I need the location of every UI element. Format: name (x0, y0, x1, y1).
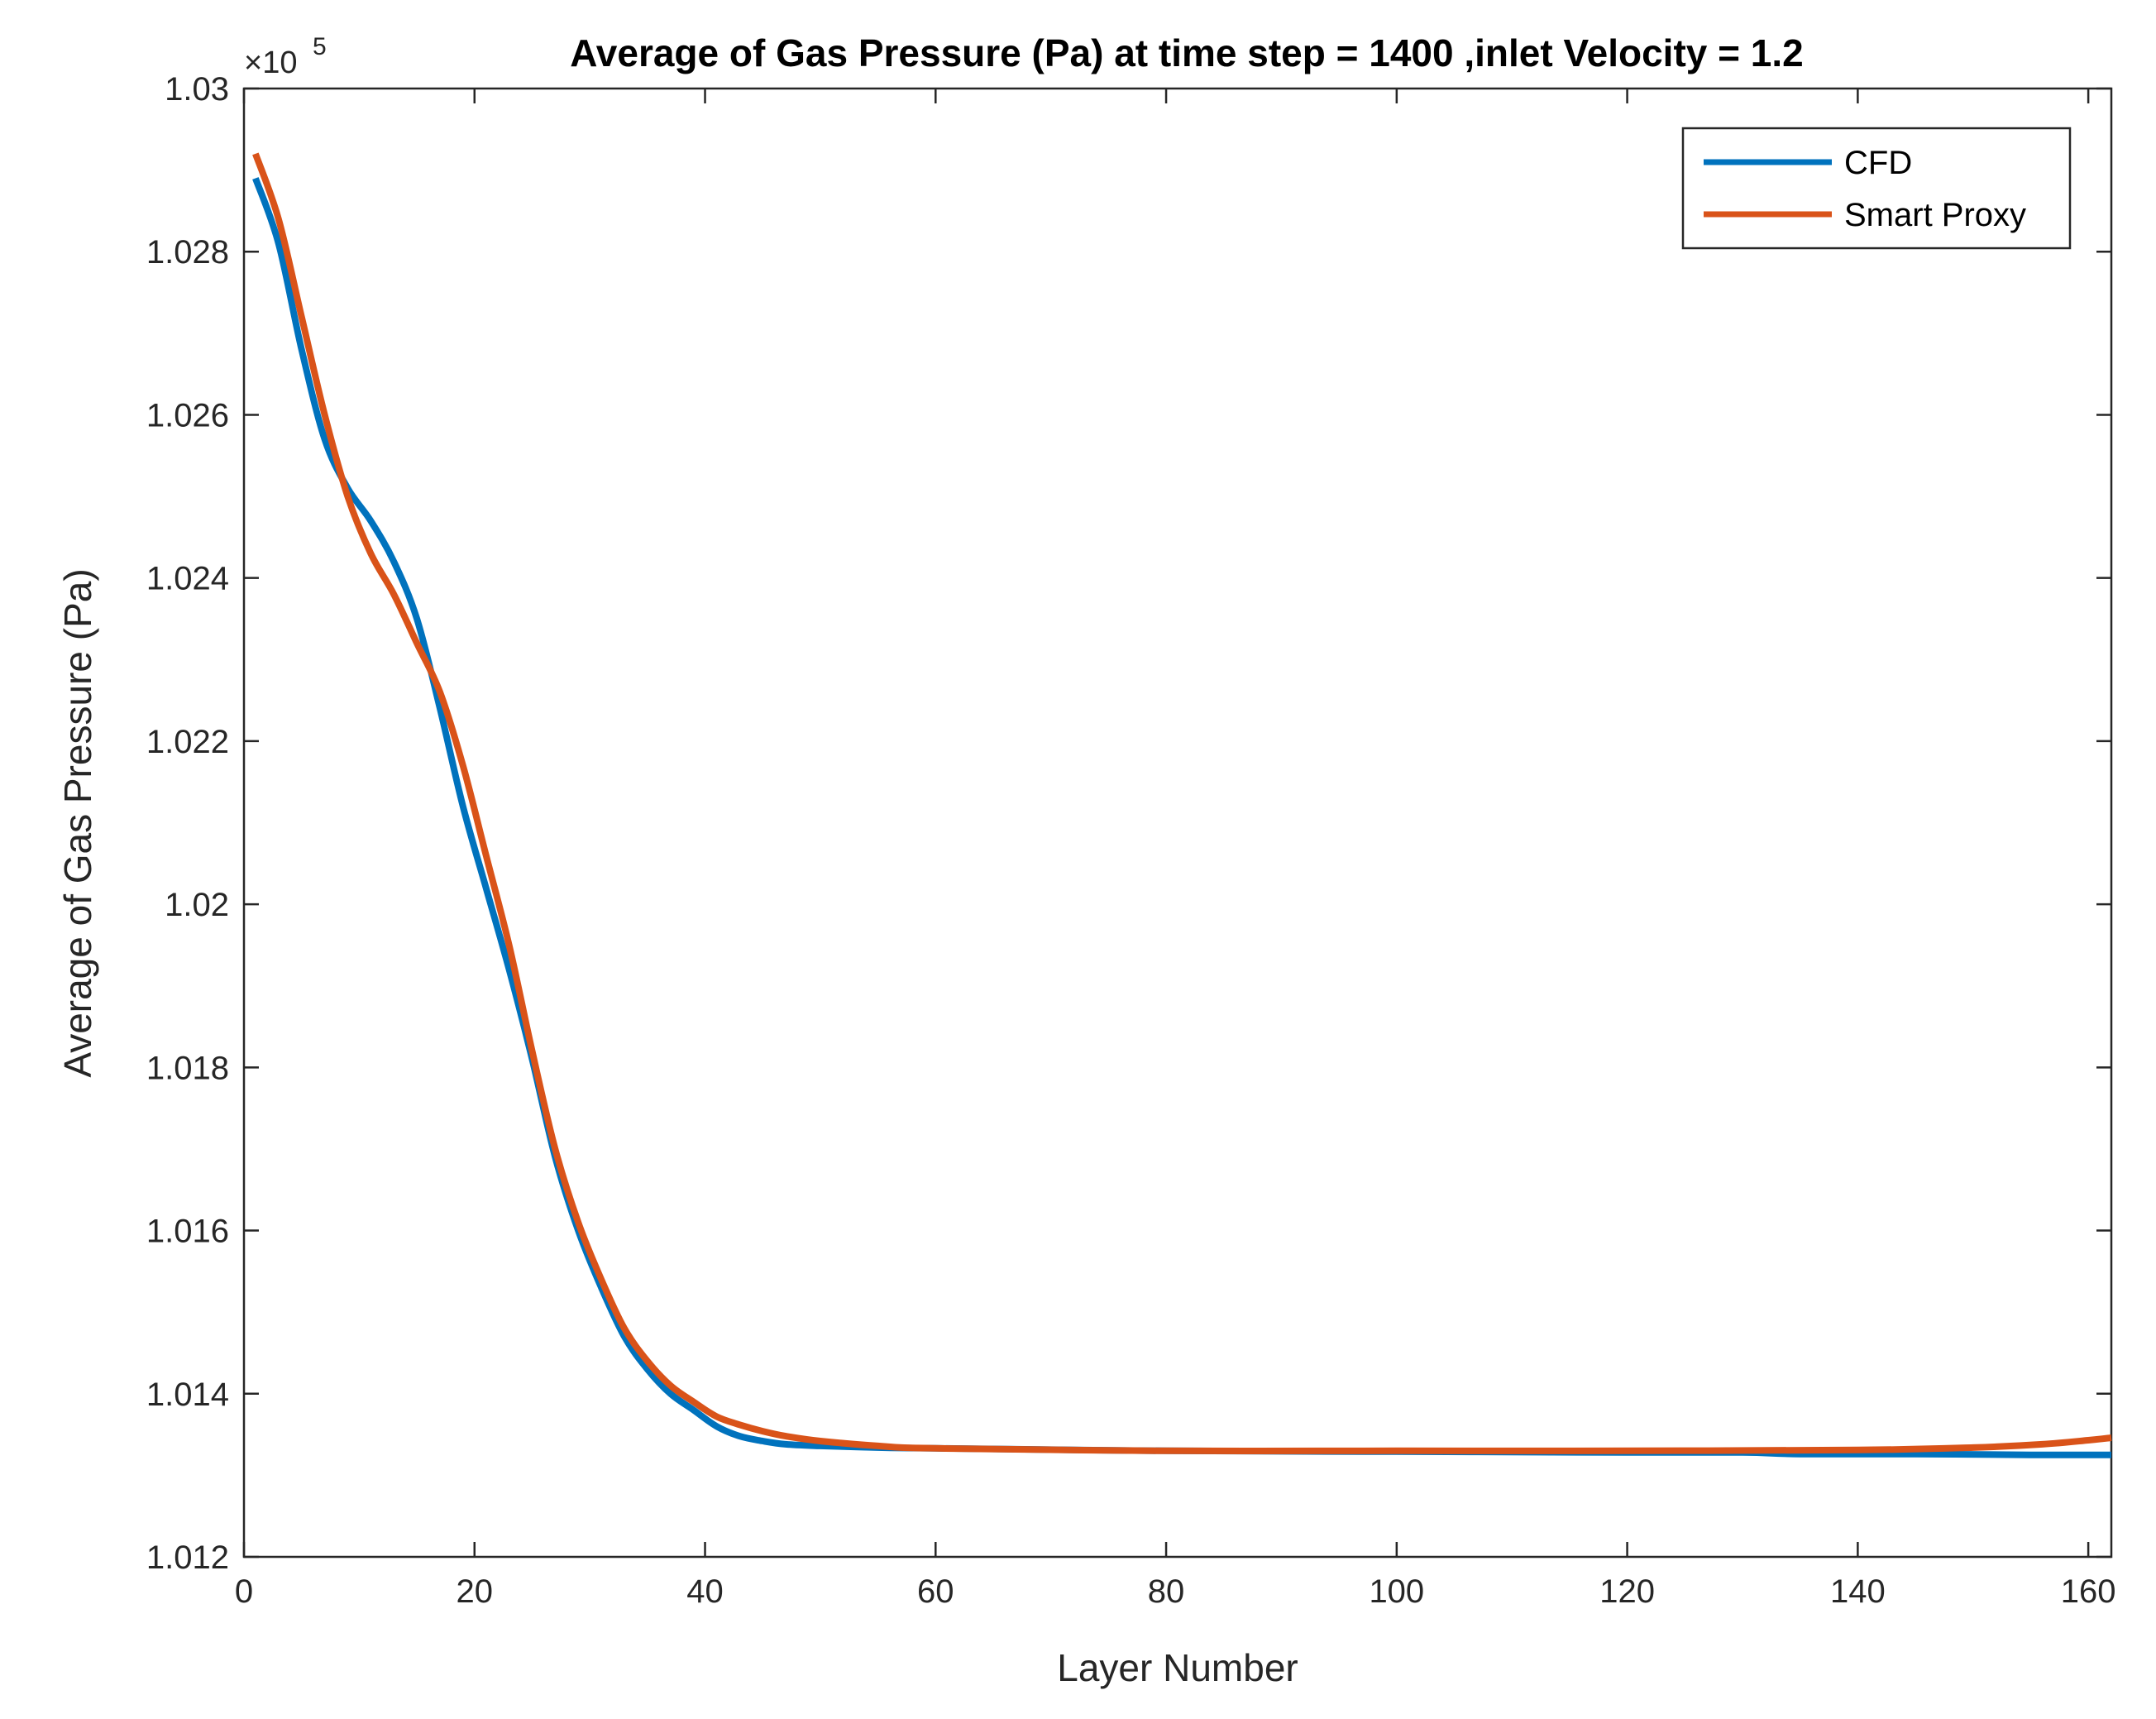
x-tick-label: 120 (1599, 1573, 1655, 1610)
x-tick-label: 160 (2061, 1573, 2116, 1610)
y-tick-label: 1.03 (165, 71, 229, 108)
legend-label-smart-proxy: Smart Proxy (1844, 197, 2026, 233)
y-tick-label: 1.022 (146, 724, 229, 760)
x-tick-label: 140 (1830, 1573, 1886, 1610)
legend-box (1681, 127, 2072, 250)
y-tick-label: 1.028 (146, 234, 229, 271)
y-multiplier-exponent: 5 (313, 33, 327, 60)
series-layer (252, 152, 2112, 1458)
y-multiplier-base: ×10 (244, 45, 297, 80)
y-tick-label: 1.012 (146, 1539, 229, 1576)
x-tick-label: 60 (917, 1573, 954, 1610)
y-tick-label: 1.024 (146, 561, 229, 597)
x-tick-label: 40 (686, 1573, 724, 1610)
y-axis-label: Average of Gas Pressure (Pa) (56, 568, 99, 1077)
series-line-smart-proxy (252, 152, 2112, 1455)
plot-area (242, 87, 2113, 1559)
y-tick-label: 1.026 (146, 397, 229, 433)
y-tick-label: 1.018 (146, 1050, 229, 1086)
legend: CFD Smart Proxy (1681, 127, 2072, 250)
chart-title: Average of Gas Pressure (Pa) at time ste… (570, 31, 1803, 74)
x-tick-label: 80 (1148, 1573, 1185, 1610)
axes-box (242, 87, 2113, 1559)
y-tick-label: 1.014 (146, 1377, 229, 1413)
x-axis-label: Layer Number (1057, 1646, 1298, 1689)
x-tick-label: 100 (1369, 1573, 1424, 1610)
y-multiplier: ×10 5 (244, 33, 327, 80)
legend-label-cfd: CFD (1844, 145, 1912, 181)
ticks: 0 20 40 60 80 100 120 140 160 1.012 1.014 1.016 1.01… (146, 71, 2116, 1610)
y-tick-label: 1.02 (165, 887, 229, 923)
x-tick-label: 0 (235, 1573, 253, 1610)
x-tick-label: 20 (457, 1573, 494, 1610)
y-tick-label: 1.016 (146, 1214, 229, 1250)
